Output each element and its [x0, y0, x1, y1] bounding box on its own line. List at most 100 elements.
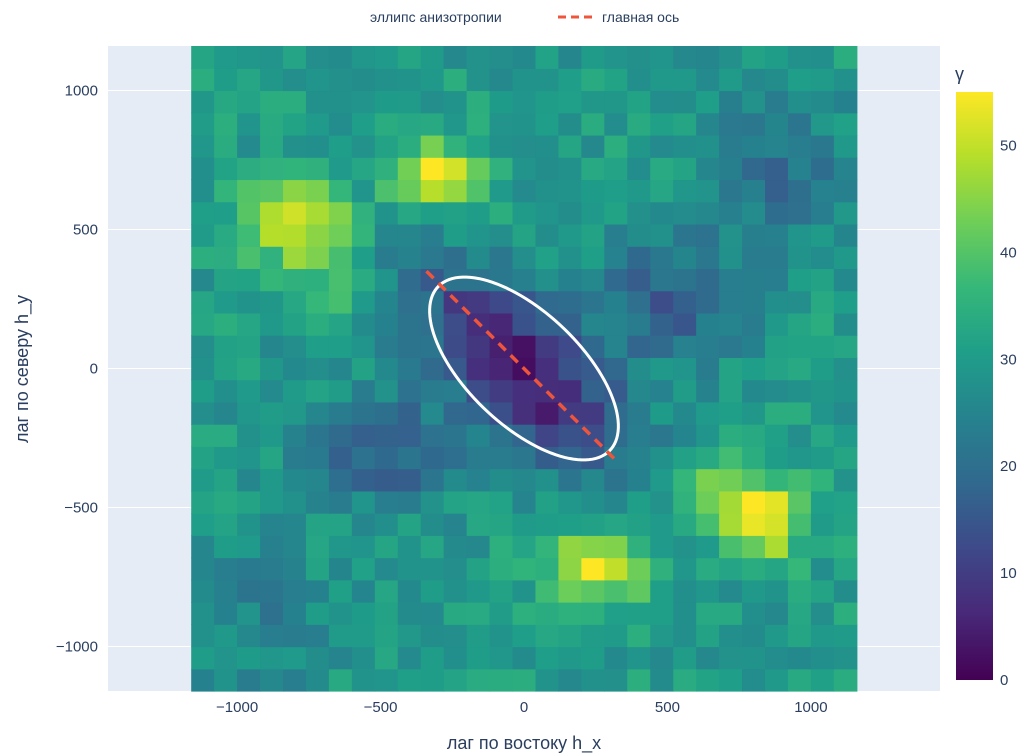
heatmap-cell — [374, 68, 399, 92]
heatmap-cell — [833, 646, 858, 670]
heatmap-cell — [374, 134, 399, 158]
heatmap-cell — [696, 268, 720, 292]
heatmap-cell — [719, 379, 743, 403]
heatmap-cell — [696, 201, 720, 225]
heatmap-cell — [237, 179, 261, 203]
heatmap-cell — [489, 68, 514, 92]
heatmap-cell — [237, 668, 261, 692]
heatmap-cell — [787, 446, 812, 470]
heatmap-cell — [581, 579, 605, 603]
heatmap-cell — [650, 223, 674, 247]
heatmap-cell — [627, 90, 651, 114]
heatmap-cell — [512, 401, 537, 425]
heatmap-cell — [214, 112, 238, 136]
heatmap-cell — [764, 90, 789, 114]
heatmap-cell — [466, 446, 491, 470]
heatmap-cell — [443, 223, 468, 247]
heatmap-cell — [489, 157, 514, 181]
heatmap-cell — [650, 646, 674, 670]
heatmap-cell — [283, 357, 307, 381]
heatmap-cell — [214, 290, 238, 314]
heatmap-cell — [696, 490, 720, 514]
heatmap-cell — [627, 68, 651, 92]
heatmap-cell — [260, 312, 284, 336]
heatmap-cell — [237, 157, 261, 181]
heatmap-cell — [650, 401, 674, 425]
colorbar-tick-label: 40 — [1000, 244, 1017, 261]
heatmap-cell — [627, 379, 651, 403]
heatmap-cell — [351, 624, 376, 648]
heatmap-cell — [535, 602, 560, 625]
heatmap-cell — [283, 668, 307, 692]
heatmap-cell — [443, 112, 468, 136]
heatmap-cell — [742, 68, 766, 92]
heatmap-cell — [237, 468, 261, 492]
heatmap-cell — [535, 134, 560, 158]
heatmap-cell — [305, 312, 330, 336]
heatmap-cell — [351, 112, 376, 136]
heatmap-cell — [810, 157, 835, 181]
heatmap-cell — [443, 624, 468, 648]
heatmap-cell — [283, 246, 307, 270]
heatmap-cell — [764, 157, 789, 181]
heatmap-cell — [673, 668, 697, 692]
heatmap-cell — [650, 579, 674, 603]
anisotropy-ellipse — [428, 275, 620, 462]
heatmap-cell — [237, 268, 261, 292]
heatmap-cell — [833, 579, 858, 603]
heatmap-cell — [191, 490, 215, 514]
y-tick-label: −1000 — [56, 639, 98, 656]
heatmap-cell — [535, 557, 560, 581]
heatmap-cell — [374, 157, 399, 181]
heatmap-cell — [512, 490, 537, 514]
heatmap-cell — [351, 668, 376, 692]
heatmap-cell — [558, 668, 582, 692]
heatmap-cell — [466, 246, 491, 270]
heatmap-cell — [237, 112, 261, 136]
heatmap-cell — [466, 468, 491, 492]
heatmap-cell — [581, 379, 605, 403]
heatmap-cell — [443, 335, 468, 358]
heatmap-cell — [604, 535, 628, 559]
heatmap-cell — [466, 90, 491, 114]
heatmap-cell — [742, 468, 766, 492]
heatmap-cell — [374, 557, 399, 581]
heatmap-cell — [420, 490, 445, 514]
heatmap-cell — [764, 201, 789, 225]
legend-entry-axis-label: главная ось — [602, 9, 679, 25]
heatmap-cell — [328, 401, 353, 425]
heatmap-cell — [512, 646, 537, 670]
heatmap-cell — [283, 579, 307, 603]
heatmap-cell — [328, 68, 353, 92]
heatmap-cell — [627, 557, 651, 581]
heatmap-cell — [512, 223, 537, 247]
heatmap-cell — [696, 90, 720, 114]
heatmap-cell — [214, 246, 238, 270]
colorbar-tick-label: 50 — [1000, 137, 1017, 154]
heatmap-cell — [673, 579, 697, 603]
heatmap-cell — [787, 157, 812, 181]
heatmap-cell — [764, 246, 789, 270]
heatmap-cell — [696, 335, 720, 358]
axes: −1000 −500 0 500 1000 −1000 −500 0 500 1000 — [56, 82, 828, 716]
heatmap-cell — [443, 379, 468, 403]
heatmap-cell — [696, 379, 720, 403]
heatmap-cell — [558, 579, 582, 603]
heatmap-cell — [742, 557, 766, 581]
heatmap-cell — [787, 668, 812, 692]
heatmap-cell — [489, 90, 514, 114]
heatmap-cell — [328, 179, 353, 203]
heatmap-cell — [810, 379, 835, 403]
heatmap-cell — [535, 268, 560, 292]
legend-entry-ellipse-label: эллипс анизотропии — [370, 9, 502, 25]
heatmap-cell — [742, 379, 766, 403]
heatmap-cell — [191, 579, 215, 603]
heatmap-cell — [535, 290, 560, 314]
heatmap-cell — [191, 446, 215, 470]
heatmap-cell — [558, 268, 582, 292]
heatmap-cell — [466, 335, 491, 358]
heatmap-cell — [237, 401, 261, 425]
heatmap-cell — [328, 535, 353, 559]
heatmap-cell — [283, 557, 307, 581]
